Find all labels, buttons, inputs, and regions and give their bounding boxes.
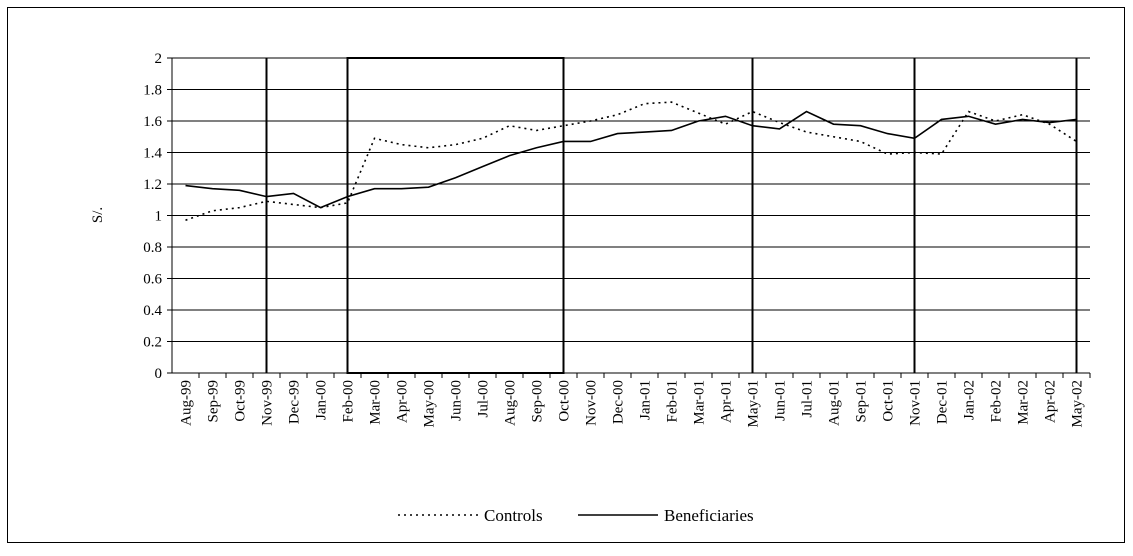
- y-tick-label: 0.4: [143, 303, 162, 319]
- y-tick-label: 1.6: [143, 114, 162, 130]
- y-tick-label: 1.8: [143, 83, 162, 99]
- y-tick-label: 0.6: [143, 272, 162, 288]
- data-line: [185, 110, 1077, 209]
- x-tick-label: Dec-99: [287, 380, 303, 424]
- x-tick-label: Dec-01: [935, 380, 951, 424]
- x-tick-label: Oct-99: [233, 380, 249, 422]
- x-tick-label: Mar-01: [692, 380, 708, 425]
- period-box: [346, 57, 565, 374]
- x-tick-label: Apr-02: [1043, 380, 1059, 423]
- y-tick-label: 1.2: [143, 177, 162, 193]
- x-tick-label: Jun-00: [449, 380, 465, 421]
- y-tick-label: 1.4: [143, 146, 162, 162]
- x-tick-label: May-01: [746, 380, 762, 428]
- x-tick-label: Dec-00: [611, 380, 627, 424]
- legend-label: Beneficiaries: [664, 506, 754, 525]
- data-line: [185, 101, 1077, 221]
- x-tick-label: Jan-02: [962, 380, 978, 420]
- x-tick-label: Apr-01: [719, 380, 735, 423]
- x-tick-label: Jul-00: [476, 380, 492, 418]
- x-tick-label: Nov-00: [584, 380, 600, 426]
- chart-border: [7, 7, 1125, 543]
- legend-label: Controls: [484, 506, 543, 525]
- y-tick-label: 1: [155, 209, 163, 225]
- x-tick-label: Feb-02: [989, 380, 1005, 423]
- x-tick-label: Nov-01: [908, 380, 924, 426]
- y-axis-label: S/.: [90, 207, 106, 223]
- x-tick-label: Oct-01: [881, 380, 897, 422]
- x-tick-label: Aug-00: [503, 380, 519, 426]
- x-tick-label: Jan-00: [314, 380, 330, 420]
- x-tick-label: Oct-00: [557, 380, 573, 422]
- y-tick-label: 0.2: [143, 335, 162, 351]
- x-tick-label: Mar-00: [368, 380, 384, 425]
- y-tick-label: 0.8: [143, 240, 162, 256]
- x-tick-label: May-02: [1070, 380, 1086, 428]
- x-tick-label: Apr-00: [395, 380, 411, 423]
- x-tick-label: Aug-99: [179, 380, 195, 426]
- x-tick-label: May-00: [422, 380, 438, 428]
- x-tick-label: Feb-00: [341, 380, 357, 423]
- x-tick-label: Sep-01: [854, 380, 870, 423]
- x-tick-label: Nov-99: [260, 380, 276, 426]
- y-tick-label: 2: [155, 51, 163, 67]
- x-tick-label: Sep-00: [530, 380, 546, 423]
- x-tick-label: Feb-01: [665, 380, 681, 423]
- x-tick-label: Aug-01: [827, 380, 843, 426]
- x-tick-label: Jul-01: [800, 380, 816, 418]
- x-tick-label: Jun-01: [773, 380, 789, 421]
- x-tick-label: Sep-99: [206, 380, 222, 423]
- x-tick-label: Mar-02: [1016, 380, 1032, 425]
- y-tick-label: 0: [155, 366, 163, 382]
- x-tick-label: Jan-01: [638, 380, 654, 420]
